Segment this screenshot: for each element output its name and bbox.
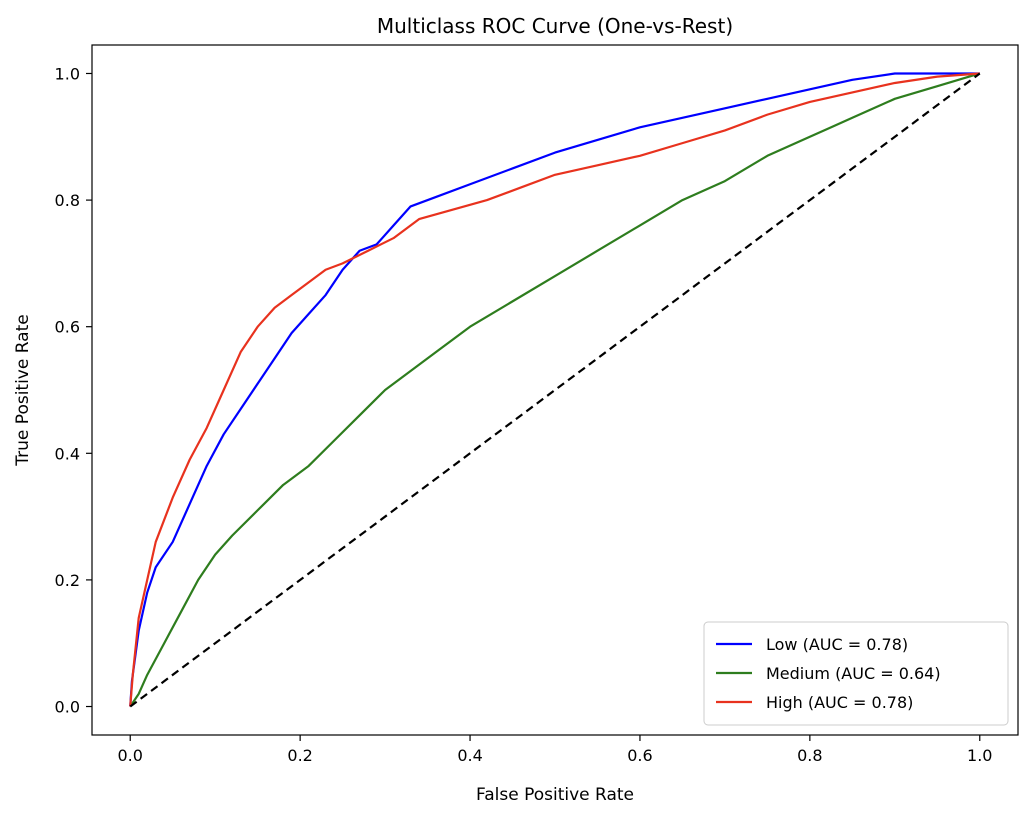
y-tick-label: 0.4 [55,444,80,463]
y-tick-label: 1.0 [55,64,80,83]
y-axis-label: True Positive Rate [13,314,33,466]
x-axis-label: False Positive Rate [476,785,634,805]
chance-diagonal-line [129,72,981,708]
x-tick-label: 0.4 [457,746,482,765]
x-tick-label: 1.0 [967,746,992,765]
y-tick-label: 0.6 [55,318,80,337]
series-line-1 [129,72,981,708]
chart-title: Multiclass ROC Curve (One-vs-Rest) [377,14,733,38]
legend-entry: Low (AUC = 0.78) [766,635,908,654]
legend-frame [703,621,1009,726]
x-tick-label: 0.8 [797,746,822,765]
y-tick-label: 0.0 [55,698,80,717]
series-line-2 [129,72,980,707]
x-tick-label: 0.0 [118,746,143,765]
y-tick-label: 0.2 [55,571,80,590]
legend-entry: High (AUC = 0.78) [766,693,913,712]
legend-entry: Medium (AUC = 0.64) [766,664,941,683]
x-tick-label: 0.6 [627,746,652,765]
x-tick-label: 0.2 [287,746,312,765]
y-tick-label: 0.8 [55,191,80,210]
series-line-0 [129,72,980,707]
plot-frame [91,44,1019,736]
legend: Low (AUC = 0.78) Medium (AUC = 0.64) High … [703,621,1009,726]
